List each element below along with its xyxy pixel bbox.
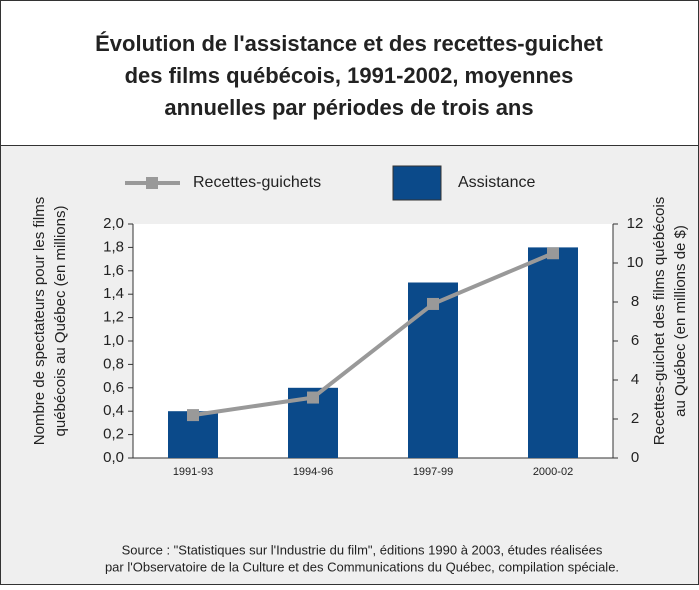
y2-tick-label: 0 [631, 449, 639, 466]
line [192, 251, 554, 418]
x-tick-label: 1994-96 [293, 466, 333, 478]
y-tick-label: 2,0 [103, 215, 124, 232]
y-tick-label: 1,8 [103, 238, 124, 255]
y2-tick-label: 6 [631, 332, 639, 349]
y-tick-label: 0,4 [103, 402, 124, 419]
bar [528, 247, 578, 458]
y-tick-label: 1,2 [103, 309, 124, 326]
y-axis-label: québécois au Québec (en millions) [52, 206, 69, 437]
line-marker [307, 391, 319, 404]
x-tick-label: 2000-02 [533, 466, 573, 478]
y2-tick-label: 12 [627, 215, 644, 232]
y-tick-label: 1,4 [103, 285, 124, 302]
source: par l'Observatoire de la Culture et des … [105, 559, 619, 574]
y2-axis-label: Recettes-guichet des films québécois [651, 197, 668, 445]
y-tick-label: 1,0 [103, 332, 124, 349]
x-tick-label: 1991-93 [173, 466, 213, 478]
y-tick-label: 1,6 [103, 262, 124, 279]
chart-title: Évolution de l'assistance et des recette… [95, 31, 603, 56]
y-tick-label: 0,0 [103, 449, 124, 466]
y2-tick-label: 10 [627, 254, 644, 271]
y2-tick-label: 4 [631, 371, 639, 388]
legend-label: Recettes-guichets [193, 174, 321, 191]
legend-swatch [392, 165, 442, 201]
x-tick-label: 1997-99 [413, 466, 453, 478]
chart-title: des films québécois, 1991-2002, moyennes [125, 63, 574, 88]
y2-axis-label: au Québec (en millions de $) [672, 225, 689, 417]
legend-marker [146, 177, 158, 189]
chart-title: annuelles par périodes de trois ans [164, 95, 533, 120]
y-tick-label: 0,8 [103, 355, 124, 372]
title-box [0, 0, 699, 146]
line-marker [427, 297, 439, 310]
y2-tick-label: 8 [631, 293, 639, 310]
y-axis-label: Nombre de spectateurs pour les films [31, 197, 48, 445]
y2-tick-label: 2 [631, 410, 639, 427]
line-marker [187, 409, 199, 422]
y-tick-label: 0,2 [103, 426, 124, 443]
y-tick-label: 0,6 [103, 379, 124, 396]
source: Source : "Statistiques sur l'Industrie d… [122, 542, 603, 557]
bar [408, 282, 458, 458]
line-marker [547, 247, 559, 260]
legend-label: Assistance [458, 174, 535, 191]
